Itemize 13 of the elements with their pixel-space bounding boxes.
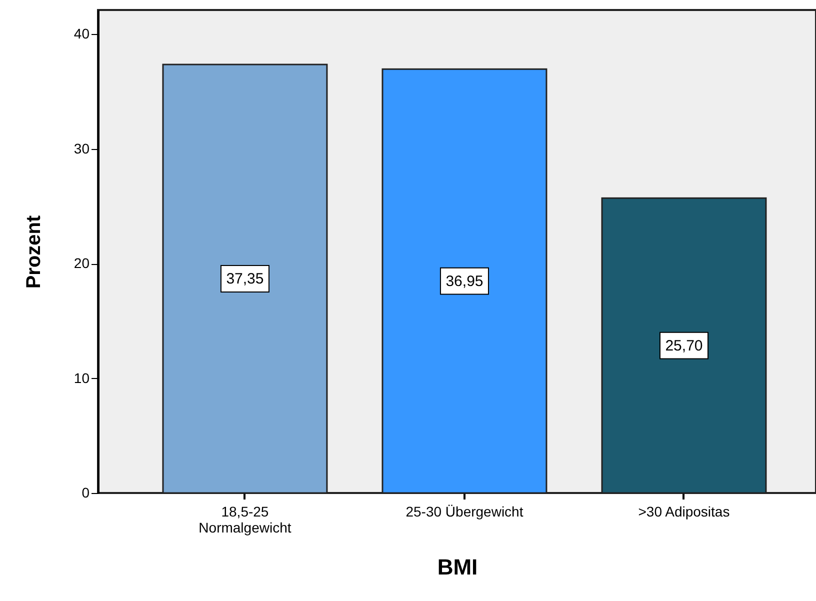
y-tick-label: 10 xyxy=(74,370,90,386)
x-tick-label: 18,5-25 Normalgewicht xyxy=(198,504,292,536)
y-axis-title: Prozent xyxy=(22,214,45,289)
x-tick-label: >30 Adipositas xyxy=(638,504,730,520)
y-tick-label: 0 xyxy=(82,484,90,500)
x-tick-label: 25-30 Übergewicht xyxy=(406,504,524,520)
y-tick-label: 40 xyxy=(74,26,90,42)
x-axis-title: BMI xyxy=(437,554,478,580)
y-tick-label: 20 xyxy=(74,255,90,272)
data-label: 25,70 xyxy=(665,338,703,355)
y-tick-label: 30 xyxy=(74,140,90,156)
data-label: 37,35 xyxy=(226,270,264,288)
data-label: 36,95 xyxy=(446,273,484,290)
